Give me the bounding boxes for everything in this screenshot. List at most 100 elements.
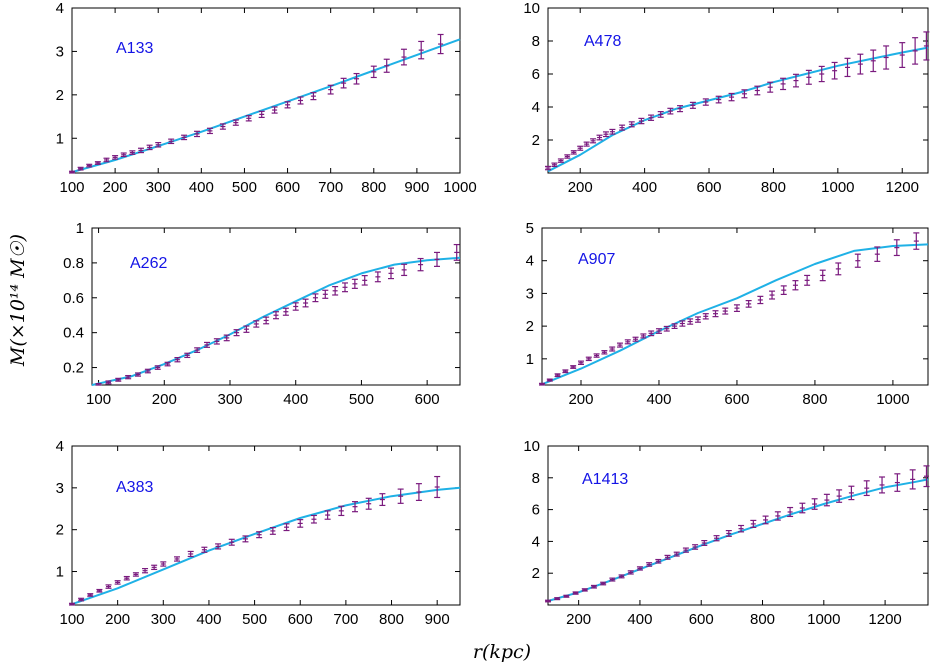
x-tick-label: 500 (232, 179, 257, 196)
data-point (725, 529, 732, 537)
data-point (123, 575, 130, 581)
data-point (105, 380, 112, 385)
data-point (242, 535, 249, 543)
y-tick-label: 10 (523, 0, 540, 17)
data-point (811, 498, 818, 510)
data-point (256, 531, 263, 539)
y-tick-label: 5 (526, 220, 534, 237)
data-point (86, 163, 93, 168)
data-point (434, 475, 441, 499)
data-point (78, 597, 85, 602)
x-tick-label: 900 (425, 611, 450, 628)
data-point (120, 152, 127, 158)
data-point (554, 373, 561, 378)
x-tick-label: 200 (103, 179, 128, 196)
data-point (792, 73, 799, 88)
data-point (715, 95, 722, 104)
x-tick-label: 300 (217, 391, 242, 408)
data-point (418, 40, 425, 60)
x-tick-label: 800 (379, 611, 404, 628)
data-point (95, 383, 102, 386)
data-point (818, 65, 825, 83)
data-point (655, 558, 662, 564)
x-tick-label: 700 (333, 611, 358, 628)
data-point (417, 257, 424, 272)
data-point (923, 465, 930, 488)
data-point (627, 570, 634, 575)
data-point (733, 304, 740, 313)
y-tick-label: 4 (526, 253, 534, 270)
data-point (184, 352, 191, 359)
data-point (757, 295, 764, 305)
data-point (577, 145, 584, 151)
panel-a383: 100 200 300 400 500 600 700 800 900 1 2 3 4 A383 (56, 438, 461, 628)
data-point (819, 269, 826, 282)
data-series (539, 232, 920, 386)
plot-frame (71, 445, 461, 606)
data-point (923, 31, 930, 61)
data-point (374, 271, 381, 283)
x-tick-label: 400 (632, 179, 657, 196)
y-tick-label: 10 (523, 438, 540, 455)
data-point (263, 316, 270, 325)
data-point (271, 106, 278, 114)
data-point (673, 551, 680, 557)
data-point (253, 320, 260, 328)
data-point (132, 572, 139, 577)
data-point (312, 293, 319, 303)
data-point (351, 278, 358, 289)
y-tick-label: 4 (532, 99, 540, 116)
x-axis-title: r(kpc) (473, 641, 531, 663)
data-point (105, 584, 112, 589)
data-point (722, 307, 729, 315)
y-tick-label: 0.2 (63, 360, 84, 377)
data-point (577, 360, 584, 365)
x-tick-label: 1200 (868, 611, 901, 628)
data-point (780, 77, 787, 91)
y-tick-label: 1 (526, 351, 534, 368)
data-point (593, 353, 600, 358)
data-point (640, 333, 647, 339)
data-point (353, 72, 360, 85)
data-point (874, 246, 881, 262)
data-point (663, 325, 670, 332)
x-tick-label: 800 (761, 179, 786, 196)
y-tick-label: 6 (532, 502, 540, 519)
data-point (269, 526, 276, 535)
data-point (767, 81, 774, 93)
data-point (570, 150, 577, 155)
data-point (284, 101, 291, 109)
x-tick-label: 200 (105, 611, 130, 628)
data-point (646, 562, 653, 567)
x-tick-label: 600 (415, 391, 440, 408)
data-point (632, 336, 639, 342)
y-tick-label: 3 (56, 480, 64, 497)
data-point (223, 334, 230, 342)
data-point (310, 92, 317, 101)
data-point (114, 580, 121, 585)
data-point (694, 316, 701, 323)
data-point (636, 566, 643, 571)
x-tick-label: 200 (566, 611, 591, 628)
x-tick-label: 100 (59, 179, 84, 196)
data-point (397, 488, 404, 504)
data-point (69, 602, 75, 606)
data-point (340, 77, 347, 89)
data-point (155, 142, 162, 148)
y-tick-label: 4 (56, 0, 64, 17)
data-point (596, 134, 603, 141)
data-point (400, 48, 407, 66)
x-tick-label: 100 (59, 611, 84, 628)
y-tick-label: 8 (532, 33, 540, 50)
data-point (338, 505, 345, 517)
x-tick-label: 500 (242, 611, 267, 628)
panel-a1413: 200 400 600 800 1000 1200 2 4 6 8 10 A1413 (523, 438, 930, 628)
data-point (754, 85, 761, 96)
data-point (682, 547, 689, 553)
data-point (619, 124, 626, 131)
data-point (657, 111, 664, 118)
data-point (168, 138, 175, 145)
data-point (687, 318, 694, 325)
x-tick-label: 400 (189, 179, 214, 196)
